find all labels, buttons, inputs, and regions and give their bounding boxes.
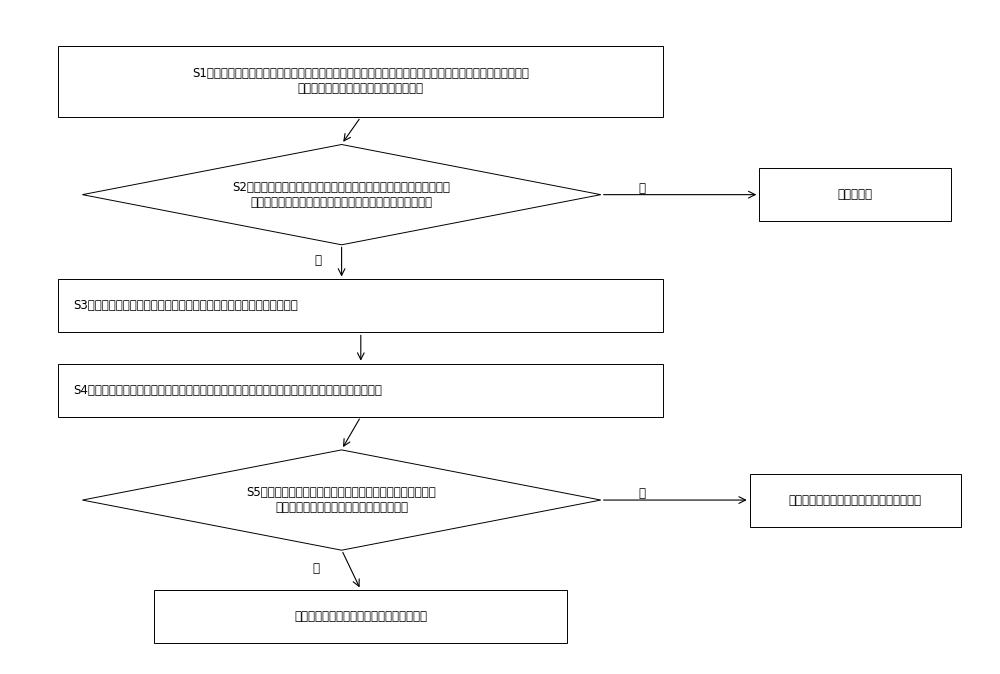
Text: 不执行操作: 不执行操作 [838, 188, 873, 201]
Text: 否: 否 [639, 182, 646, 195]
Text: S1：信号发出装置发出信号时，附加上信号发出时间；信号接收装置接收信号发出装置发出信号时，获取信
号接收时间与信号发出时间的延迟时间值: S1：信号发出装置发出信号时，附加上信号发出时间；信号接收装置接收信号发出装置发… [192, 67, 529, 96]
FancyBboxPatch shape [750, 474, 961, 526]
Text: S4：中间装置获取信号发出装置发出的原始信号时，对信号进行预处理之后中转发射至信号接收装: S4：中间装置获取信号发出装置发出的原始信号时，对信号进行预处理之后中转发射至信… [73, 384, 382, 396]
Text: 是: 是 [312, 562, 319, 575]
Text: S3：挑选设置于信号接收装置和信号发出装置之间的装置作为中间装置: S3：挑选设置于信号接收装置和信号发出装置之间的装置作为中间装置 [73, 299, 298, 313]
FancyBboxPatch shape [58, 280, 663, 332]
FancyBboxPatch shape [154, 590, 567, 643]
Polygon shape [82, 450, 601, 550]
Text: S2：判断信号发出装置是否连续三次延迟时间值不小于预定时间差值
或者在预定时间内累计五次延迟时间值不小于预定时间差值: S2：判断信号发出装置是否连续三次延迟时间值不小于预定时间差值 或者在预定时间内… [233, 181, 451, 209]
FancyBboxPatch shape [58, 363, 663, 417]
Text: 是: 是 [314, 254, 321, 267]
Text: 结合预处理之后的信号对原始信号进行修正: 结合预处理之后的信号对原始信号进行修正 [294, 610, 427, 623]
FancyBboxPatch shape [759, 168, 951, 221]
Text: 否: 否 [639, 487, 646, 500]
FancyBboxPatch shape [58, 46, 663, 117]
Text: 根据预处理之后的信号对原始信号进行预测: 根据预处理之后的信号对原始信号进行预测 [789, 493, 922, 507]
Polygon shape [82, 144, 601, 245]
Text: S5：信号接收装置判断接收到信号发出装置发出的原始信号
是否早于接收到中间装置预处理之后的信号: S5：信号接收装置判断接收到信号发出装置发出的原始信号 是否早于接收到中间装置预… [247, 486, 436, 514]
